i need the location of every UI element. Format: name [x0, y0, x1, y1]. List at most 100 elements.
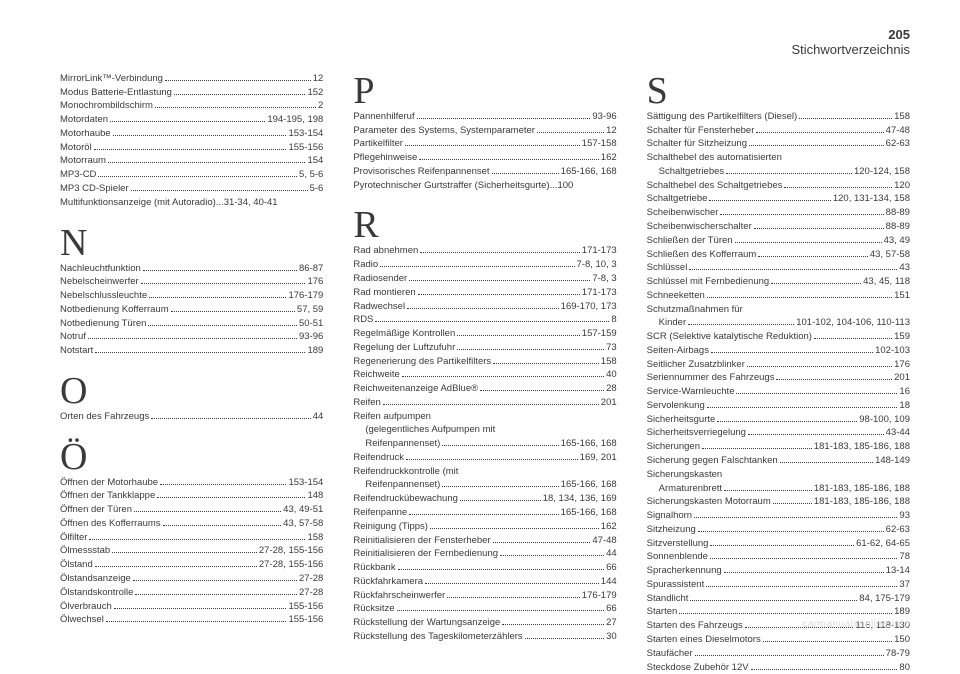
entry-page: 153-154 — [288, 476, 323, 490]
entry-label: Nachleuchtfunktion — [60, 262, 141, 276]
entry-label: Notbedienung Kofferraum — [60, 303, 169, 317]
entry-label: Schlüssel — [647, 261, 688, 275]
entry-label: Radwechsel — [353, 300, 405, 314]
leader-dots — [402, 376, 604, 377]
leader-dots — [95, 352, 305, 353]
entry-page: 176-179 — [288, 289, 323, 303]
entry-page: 5, 5-6 — [299, 168, 323, 182]
entry-page: 189 — [307, 344, 323, 358]
entry-page: 165-166, 168 — [561, 437, 617, 451]
entry-page: 158 — [307, 531, 323, 545]
index-entry: Spracherkennung13-14 — [647, 564, 910, 578]
entry-label: Nebelscheinwerfer — [60, 275, 139, 289]
entry-label: Ölwechsel — [60, 613, 104, 627]
entry-label: Pflegehinweise — [353, 151, 417, 165]
index-entry: Notbedienung Türen50-51 — [60, 317, 323, 331]
entry-page: 27-28 — [299, 572, 323, 586]
entry-page: 37 — [899, 578, 910, 592]
entry-label: Signalhorn — [647, 509, 692, 523]
entry-label: Sicherungskasten — [647, 468, 723, 482]
entry-label: Sitzverstellung — [647, 537, 709, 551]
index-entry: Rad abnehmen171-173 — [353, 244, 616, 258]
entry-page: 27-28 — [299, 586, 323, 600]
entry-label: Seriennummer des Fahrzeugs — [647, 371, 775, 385]
index-entry: MP3-CD 5, 5-6 — [60, 168, 323, 182]
leader-dots — [500, 555, 604, 556]
entry-label: Monochrombildschirm — [60, 99, 153, 113]
leader-dots — [525, 638, 604, 639]
entry-label: Spurassistent — [647, 578, 705, 592]
entry-page: 102-103 — [875, 344, 910, 358]
index-entry: Schalthebel des automatisierten — [647, 151, 910, 165]
section-letter: Ö — [60, 438, 323, 476]
leader-dots — [763, 641, 892, 642]
entry-page: 162 — [601, 520, 617, 534]
entry-label: Reifenpannenset) — [365, 437, 440, 451]
entry-page: 144 — [601, 575, 617, 589]
index-entry: Pyrotechnischer Gurtstraffer (Sicherheit… — [353, 179, 616, 193]
entry-page: 120 — [894, 179, 910, 193]
index-entry: Standlicht84, 175-179 — [647, 592, 910, 606]
leader-dots — [418, 294, 580, 295]
entry-page: 2 — [318, 99, 323, 113]
index-entry: Schließen der Türen43, 49 — [647, 234, 910, 248]
index-entry: Motorraum154 — [60, 154, 323, 168]
entry-page: 152 — [307, 86, 323, 100]
entry-label: Öffnen des Kofferraums — [60, 517, 161, 531]
entry-page: 43, 49-51 — [283, 503, 323, 517]
leader-dots — [383, 404, 599, 405]
entry-label: Parameter des Systems, Systemparameter — [353, 124, 535, 138]
entry-label: Multifunktionsanzeige (mit Autoradio) — [60, 196, 216, 210]
index-entry: Öffnen der Motorhaube 153-154 — [60, 476, 323, 490]
entry-page: 78 — [899, 550, 910, 564]
index-entry: Notstart189 — [60, 344, 323, 358]
entry-label: Reifenpannenset) — [365, 478, 440, 492]
entry-label: Öffnen der Tankklappe — [60, 489, 155, 503]
entry-label: Notbedienung Türen — [60, 317, 146, 331]
leader-dots — [735, 242, 882, 243]
section-letter: P — [353, 72, 616, 110]
entry-label: Reinitialisieren der Fensterheber — [353, 534, 490, 548]
index-entry: Reifen aufpumpen — [353, 410, 616, 424]
leader-dots — [724, 572, 884, 573]
entry-label: Reifen — [353, 396, 380, 410]
entry-label: Rückfahrkamera — [353, 575, 423, 589]
entry-label: Motordaten — [60, 113, 108, 127]
entry-page: 30 — [606, 630, 617, 644]
leader-dots — [709, 200, 830, 201]
entry-label: MP3-CD — [60, 168, 96, 182]
entry-label: Sicherungen — [647, 440, 700, 454]
index-entry: Seitlicher Zusatzblinker176 — [647, 358, 910, 372]
index-entry: Reinitialisieren der Fernbedienung44 — [353, 547, 616, 561]
entry-page: 148-149 — [875, 454, 910, 468]
index-entry: Parameter des Systems, Systemparameter12 — [353, 124, 616, 138]
index-column: SSättigung des Partikelfilters (Diesel)1… — [647, 72, 910, 674]
entry-page: 27-28, 155-156 — [259, 558, 323, 572]
index-entry: Nebelscheinwerfer176 — [60, 275, 323, 289]
leader-dots — [397, 610, 605, 611]
entry-label: Seitlicher Zusatzblinker — [647, 358, 745, 372]
entry-page: 43-44 — [886, 426, 910, 440]
index-entry: Armaturenbrett181-183, 185-186, 188 — [647, 482, 910, 496]
index-entry: Schließen des Kofferraum43, 57-58 — [647, 248, 910, 262]
index-entry: Schalthebel des Schaltgetriebes120 — [647, 179, 910, 193]
index-entry: Schutzmaßnahmen für — [647, 303, 910, 317]
entry-label: Schaltgetriebes — [659, 165, 724, 179]
index-entry: MirrorLink™-Verbindung12 — [60, 72, 323, 86]
index-entry: Multifunktionsanzeige (mit Autoradio) ..… — [60, 196, 323, 210]
entry-label: Reifen aufpumpen — [353, 410, 431, 424]
entry-page: 16 — [899, 385, 910, 399]
entry-label: Spracherkennung — [647, 564, 722, 578]
entry-label: Öffnen der Motorhaube — [60, 476, 158, 490]
index-entry: MP3 CD-Spieler5-6 — [60, 182, 323, 196]
leader-dots — [163, 525, 282, 526]
entry-page: 43 — [899, 261, 910, 275]
index-entry: Pannenhilferuf93-96 — [353, 110, 616, 124]
entry-page: 169-170, 173 — [561, 300, 617, 314]
entry-label: Reichweitenanzeige AdBlue® — [353, 382, 478, 396]
entry-page: 155-156 — [288, 141, 323, 155]
leader-dots — [134, 511, 281, 512]
index-entry: Ölmessstab27-28, 155-156 — [60, 544, 323, 558]
leader-dots — [155, 107, 316, 108]
section-letter: R — [353, 206, 616, 244]
